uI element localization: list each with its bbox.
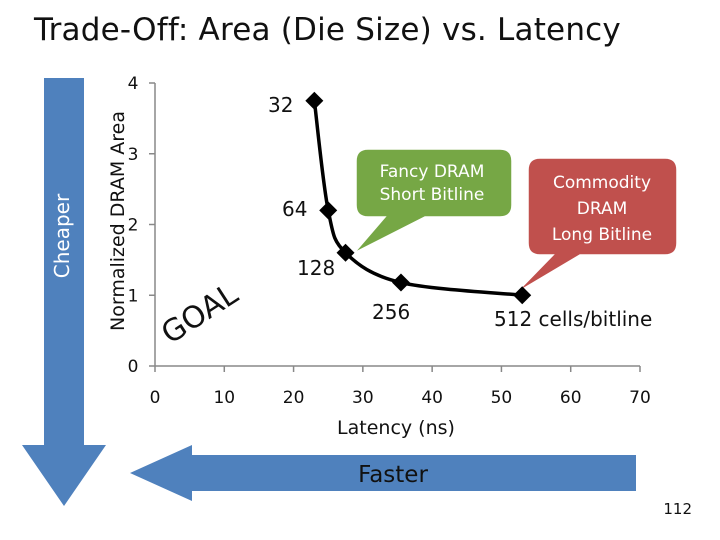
y-tick-label-0: 0 bbox=[128, 357, 139, 377]
x-tick-label-40: 40 bbox=[421, 388, 443, 408]
x-tick-label-10: 10 bbox=[213, 388, 235, 408]
y-ticks: 0 1 2 3 4 bbox=[128, 74, 155, 377]
cheaper-arrow-shape bbox=[22, 78, 106, 506]
point-label-256: 256 bbox=[372, 300, 410, 324]
data-marker-32 bbox=[305, 91, 324, 110]
callout-fancy-dram-line-1: Fancy DRAM bbox=[380, 162, 485, 182]
data-marker-512 bbox=[513, 286, 532, 305]
data-marker-128 bbox=[336, 243, 355, 262]
x-tick-label-30: 30 bbox=[352, 388, 374, 408]
callout-fancy-dram-shape bbox=[353, 148, 513, 254]
callout-commodity-dram: Commodity DRAM Long Bitline bbox=[515, 157, 678, 294]
callout-commodity-dram-shape bbox=[515, 157, 678, 294]
callout-commodity-dram-line-1: Commodity bbox=[553, 173, 651, 193]
slide-number: 112 bbox=[663, 500, 692, 518]
data-marker-256 bbox=[391, 273, 410, 292]
point-label-512: 512 cells/bitline bbox=[494, 307, 652, 331]
x-tick-label-0: 0 bbox=[150, 388, 161, 408]
callout-commodity-dram-line-3: Long Bitline bbox=[552, 225, 652, 245]
point-label-32: 32 bbox=[268, 93, 293, 117]
y-tick-label-1: 1 bbox=[128, 286, 139, 306]
y-tick-label-4: 4 bbox=[128, 74, 139, 94]
data-marker-64 bbox=[319, 201, 338, 220]
x-tick-label-60: 60 bbox=[560, 388, 582, 408]
callout-commodity-dram-line-2: DRAM bbox=[577, 199, 628, 219]
y-axis-label: Normalized DRAM Area bbox=[107, 111, 129, 331]
data-markers bbox=[305, 91, 532, 305]
point-label-128: 128 bbox=[297, 256, 335, 280]
page-title: Trade-Off: Area (Die Size) vs. Latency bbox=[34, 12, 621, 48]
point-label-64: 64 bbox=[282, 197, 307, 221]
faster-arrow-shape bbox=[130, 445, 636, 501]
x-tick-label-70: 70 bbox=[629, 388, 651, 408]
x-axis-label: Latency (ns) bbox=[337, 417, 455, 439]
x-ticks: 0 10 20 30 40 50 60 70 bbox=[150, 366, 651, 408]
faster-arrow: Faster bbox=[130, 445, 636, 501]
goal-label: GOAL bbox=[155, 276, 244, 351]
faster-arrow-label: Faster bbox=[358, 462, 428, 488]
callout-fancy-dram: Fancy DRAM Short Bitline bbox=[353, 148, 513, 254]
y-tick-label-2: 2 bbox=[128, 216, 139, 236]
x-tick-label-50: 50 bbox=[491, 388, 513, 408]
cheaper-arrow: Cheaper bbox=[22, 78, 106, 506]
y-tick-label-3: 3 bbox=[128, 145, 139, 165]
callout-fancy-dram-line-2: Short Bitline bbox=[380, 185, 485, 205]
cheaper-arrow-label: Cheaper bbox=[50, 193, 74, 278]
x-tick-label-20: 20 bbox=[283, 388, 305, 408]
